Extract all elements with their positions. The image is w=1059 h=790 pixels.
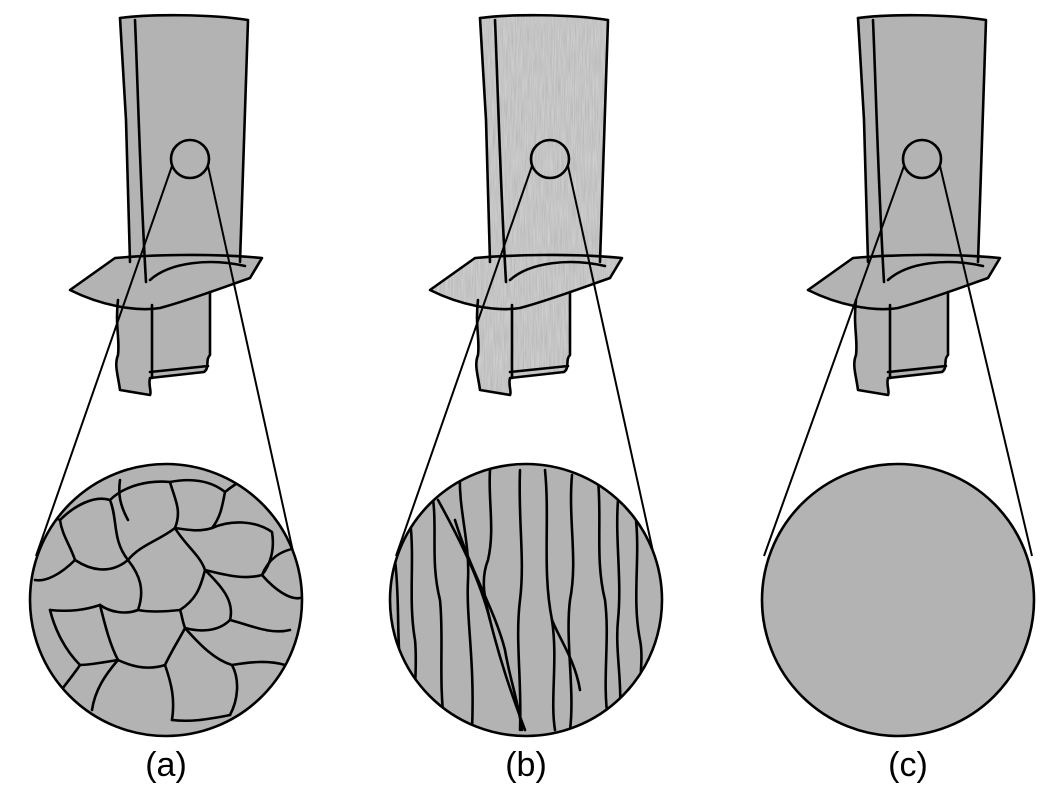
turbine-blade	[806, 13, 1002, 397]
panel-label: (b)	[505, 746, 547, 784]
panel-label: (c)	[888, 746, 928, 784]
zoom-line-right	[207, 165, 295, 557]
zoom-origin-circle	[169, 138, 211, 180]
panel-label: (a)	[145, 746, 187, 784]
microstructure-equiaxed	[28, 462, 304, 738]
microstructure-columnar	[388, 462, 664, 738]
zoom-line-left	[395, 165, 533, 557]
panel-c: (c)	[760, 13, 1036, 784]
zoom-line-right	[939, 165, 1033, 557]
turbine-blade	[68, 13, 264, 397]
turbine-blade	[428, 13, 624, 397]
zoom-origin-circle	[901, 138, 943, 180]
zoom-line-left	[35, 165, 173, 557]
microstructure-single-crystal	[760, 462, 1036, 738]
zoom-origin-circle	[529, 138, 571, 180]
zoom-line-left	[763, 165, 905, 557]
panel-a: (a)	[28, 13, 304, 784]
zoom-line-right	[567, 165, 655, 557]
panel-b: (b)	[388, 13, 664, 784]
